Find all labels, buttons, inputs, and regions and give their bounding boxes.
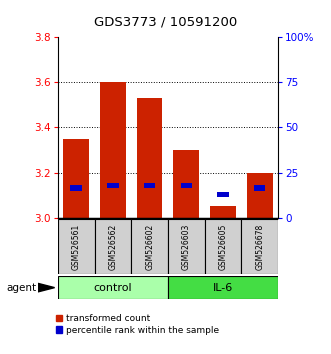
Text: IL-6: IL-6 — [213, 282, 233, 293]
Text: GSM526561: GSM526561 — [72, 224, 81, 270]
Text: GSM526605: GSM526605 — [218, 224, 227, 270]
Text: GSM526603: GSM526603 — [182, 224, 191, 270]
Bar — [217, 192, 229, 198]
Polygon shape — [38, 283, 55, 292]
Bar — [64, 139, 89, 218]
Bar — [205, 219, 241, 274]
Bar — [168, 276, 278, 299]
Text: GDS3773 / 10591200: GDS3773 / 10591200 — [94, 16, 237, 29]
Bar — [137, 98, 163, 218]
Bar — [247, 172, 272, 218]
Bar — [100, 82, 126, 218]
Text: control: control — [94, 282, 132, 293]
Bar — [173, 150, 199, 218]
Bar — [241, 219, 278, 274]
Text: GSM526678: GSM526678 — [255, 224, 264, 270]
Bar — [168, 219, 205, 274]
Text: GSM526562: GSM526562 — [109, 224, 118, 270]
Text: GSM526602: GSM526602 — [145, 224, 154, 270]
Bar — [58, 276, 168, 299]
Bar — [95, 219, 131, 274]
Bar — [71, 185, 82, 190]
Bar — [254, 185, 265, 190]
Bar — [58, 219, 95, 274]
Bar — [144, 183, 156, 188]
Text: agent: agent — [7, 282, 37, 293]
Bar — [210, 206, 236, 218]
Bar — [107, 183, 119, 188]
Bar — [180, 183, 192, 188]
Bar — [131, 219, 168, 274]
Legend: transformed count, percentile rank within the sample: transformed count, percentile rank withi… — [56, 314, 219, 335]
